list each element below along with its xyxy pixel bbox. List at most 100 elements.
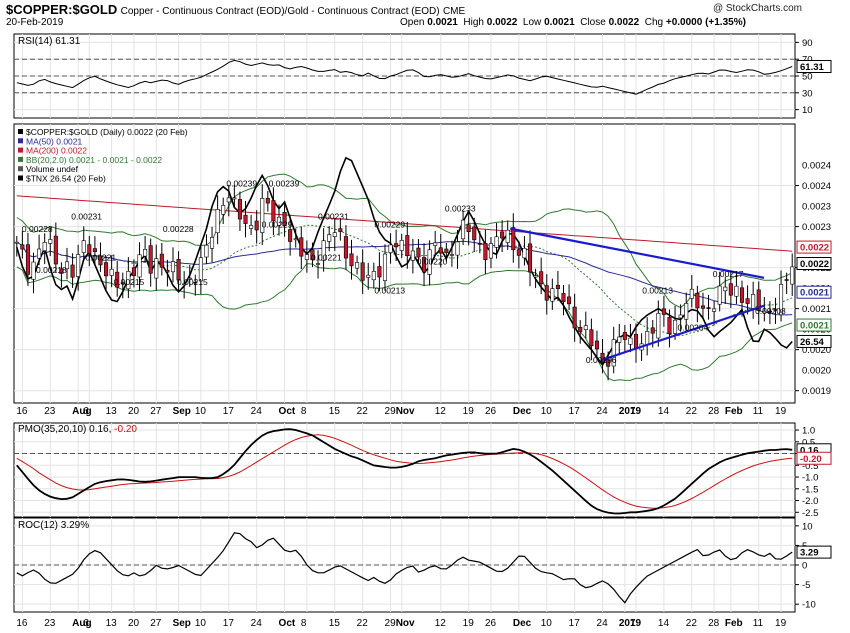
price-candle	[226, 184, 231, 217]
price-candle	[321, 228, 326, 272]
price-candle	[48, 227, 53, 257]
candle-body	[695, 293, 700, 309]
candle-body	[745, 298, 750, 304]
price-candle	[70, 253, 75, 288]
x-tick-label: Nov	[396, 406, 415, 417]
candle-body	[477, 242, 482, 245]
candle-body	[600, 352, 605, 363]
x-tick-label-bottom: 14	[658, 618, 670, 629]
x-tick-label-bottom: Nov	[396, 618, 415, 629]
price-candle	[360, 249, 365, 294]
y-tick-label: 10	[802, 105, 813, 116]
price-candle	[143, 236, 148, 263]
candle-body	[232, 197, 237, 200]
description: Copper - Continuous Contract (EOD)/Gold …	[120, 6, 440, 17]
price-candle	[561, 284, 566, 316]
candle-body	[338, 228, 343, 232]
candle-body	[14, 241, 19, 244]
price-right-label: 0.0021	[800, 288, 830, 299]
price-candle	[583, 311, 588, 339]
candle-body	[717, 285, 722, 305]
x-tick-label: 22	[357, 406, 369, 417]
price-candle	[717, 271, 722, 312]
price-candle	[539, 257, 544, 294]
candle-body	[249, 225, 254, 229]
price-annotation: 0.00204	[678, 322, 709, 332]
legend-swatch	[18, 166, 23, 172]
price-candle	[611, 326, 616, 374]
price-annotation: 0.00215	[114, 277, 145, 287]
price-candle	[578, 320, 583, 344]
panel-frame	[13, 422, 796, 518]
x-tick-label: 19	[775, 406, 787, 417]
x-tick-label-bottom: 11	[753, 618, 764, 629]
candle-body	[405, 235, 410, 257]
panel-frame	[13, 123, 796, 404]
price-candle	[405, 221, 410, 269]
chart-date: 20-Feb-2019	[6, 17, 64, 28]
price-candle	[232, 184, 237, 209]
candle-body	[394, 243, 399, 248]
price-annotation: 0.00213	[642, 285, 673, 295]
price-candle	[477, 231, 482, 254]
price-candle	[784, 272, 789, 295]
price-annotation: 0.00239	[269, 179, 300, 189]
candle-body	[237, 199, 242, 220]
candle-body	[243, 214, 248, 224]
candle-body	[388, 244, 393, 253]
x-tick-label: 2019	[619, 406, 642, 417]
candle-body	[148, 245, 153, 274]
price-candle	[20, 231, 25, 259]
price-right-label-box	[796, 334, 832, 348]
price-candle	[92, 236, 97, 265]
candle-body	[438, 247, 443, 254]
x-tick-label-bottom: 28	[708, 618, 720, 629]
price-candle	[589, 318, 594, 361]
candle-body	[198, 257, 203, 282]
x-tick-label-bottom: 20	[128, 618, 140, 629]
price-candle	[572, 293, 577, 342]
candle-body	[371, 271, 376, 281]
price-candle	[25, 232, 30, 287]
x-tick-label: 10	[541, 406, 553, 417]
candle-body	[327, 234, 332, 242]
x-tick-label-bottom: 19	[463, 618, 475, 629]
price-candle	[438, 234, 443, 268]
candle-body	[572, 306, 577, 329]
x-tick-label-bottom: 10	[541, 618, 553, 629]
price-candle	[377, 252, 382, 292]
price-candle	[728, 272, 733, 309]
x-tick-label-bottom: 26	[485, 618, 497, 629]
price-right-label-box	[796, 240, 832, 254]
candle-body	[59, 268, 64, 274]
price-candle	[316, 250, 321, 279]
x-tick-label-bottom: 2019	[619, 618, 642, 629]
price-candle	[483, 229, 488, 275]
price-candle	[131, 259, 136, 288]
price-candle	[276, 204, 282, 236]
price-candle	[343, 225, 348, 271]
legend-entry: BB(20,2.0) 0.0021 - 0.0021 - 0.0022	[26, 155, 162, 165]
candle-body	[343, 236, 348, 259]
x-tick-label-bottom: 24	[597, 618, 609, 629]
y-tick-label: -10	[802, 600, 816, 611]
price-candle	[488, 237, 493, 269]
candle-body	[399, 240, 404, 251]
x-tick-label: Dec	[513, 406, 532, 417]
price-candle	[109, 255, 114, 288]
price-candle	[81, 226, 86, 261]
bb-upper	[16, 173, 793, 309]
candle-body	[444, 248, 449, 253]
x-tick-label-bottom: 22	[686, 618, 698, 629]
price-candle	[104, 255, 109, 290]
candle-body	[583, 325, 588, 330]
candle-body	[606, 359, 611, 367]
price-candle	[617, 323, 622, 356]
candle-body	[382, 253, 388, 281]
price-annotation: 0.00213	[374, 285, 405, 295]
legend-swatch	[18, 129, 23, 134]
symbol: $COPPER:$GOLD	[6, 2, 118, 17]
candle-body	[260, 198, 265, 233]
x-tick-label: 10	[195, 406, 207, 417]
price-right-label: 0.0021	[800, 321, 830, 332]
